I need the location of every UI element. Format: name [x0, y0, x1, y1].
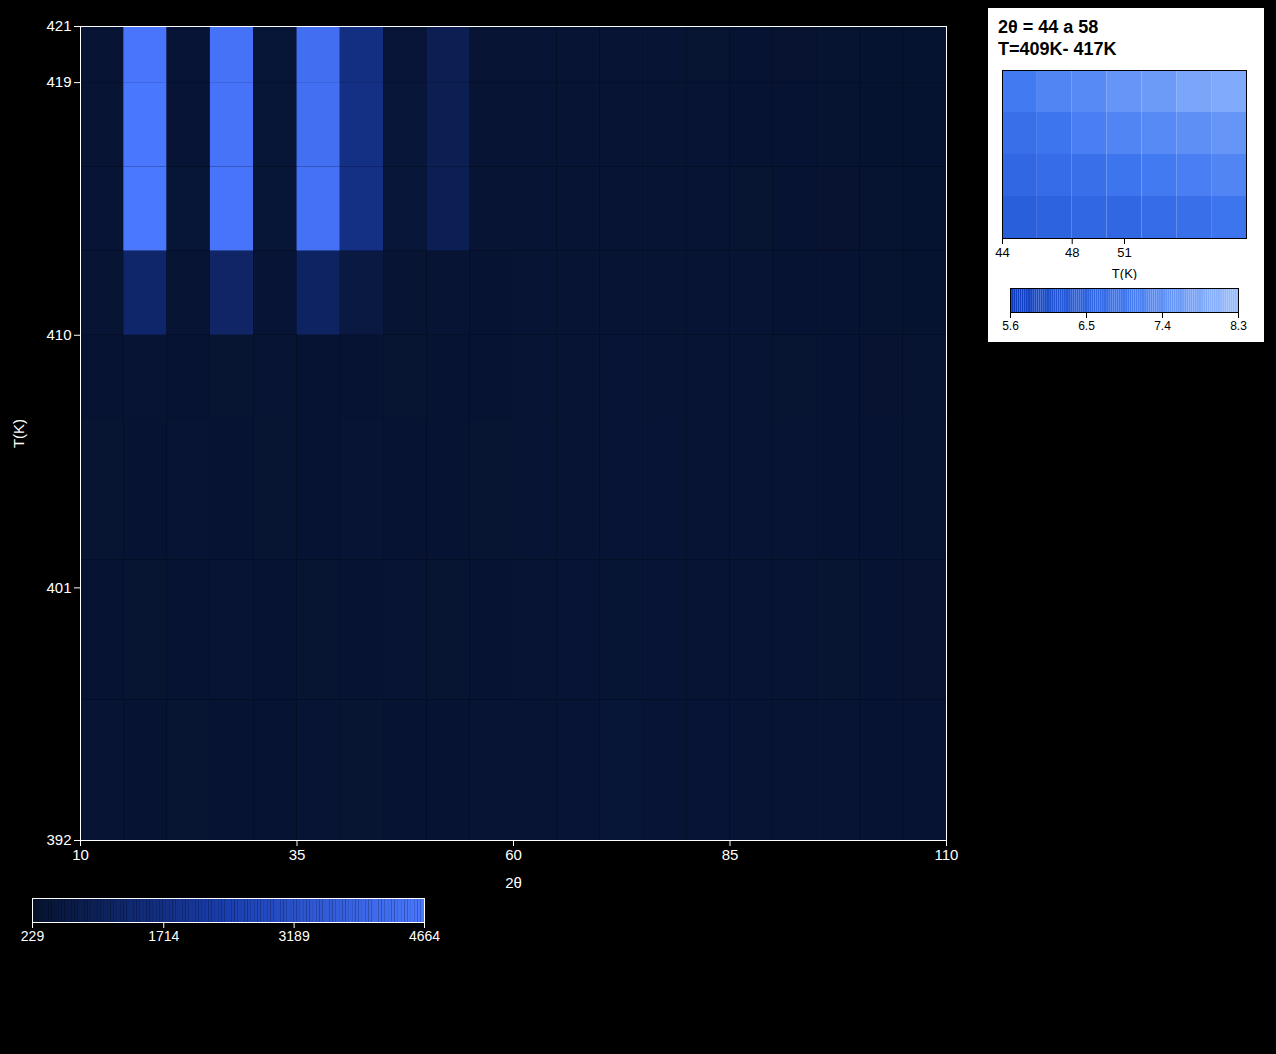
svg-text:T(K): T(K) [10, 419, 27, 448]
svg-text:6.5: 6.5 [1078, 319, 1095, 333]
svg-text:35: 35 [289, 846, 306, 863]
svg-text:401: 401 [46, 579, 71, 596]
svg-text:44: 44 [995, 245, 1009, 260]
svg-text:85: 85 [722, 846, 739, 863]
html-text:T=409K- 417K: T=409K- 417K [998, 39, 1117, 59]
svg-text:110: 110 [935, 846, 959, 863]
svg-text:8.3: 8.3 [1230, 319, 1247, 333]
svg-text:410: 410 [46, 326, 71, 343]
svg-text:5.6: 5.6 [1002, 319, 1019, 333]
svg-text:392: 392 [46, 831, 71, 848]
svg-text:10: 10 [72, 846, 89, 863]
svg-text:1714: 1714 [148, 928, 179, 944]
svg-text:4664: 4664 [409, 928, 440, 944]
html-text:2θ = 44 a 58: 2θ = 44 a 58 [998, 17, 1099, 37]
svg-text:51: 51 [1117, 245, 1131, 260]
svg-text:48: 48 [1065, 245, 1079, 260]
svg-text:2θ: 2θ [505, 874, 522, 891]
svg-text:229: 229 [21, 928, 45, 944]
svg-text:60: 60 [505, 846, 522, 863]
svg-text:7.4: 7.4 [1154, 319, 1171, 333]
svg-text:419: 419 [46, 73, 71, 90]
svg-text:3189: 3189 [279, 928, 310, 944]
svg-text:421: 421 [46, 17, 71, 34]
svg-text:T(K): T(K) [1112, 266, 1137, 281]
